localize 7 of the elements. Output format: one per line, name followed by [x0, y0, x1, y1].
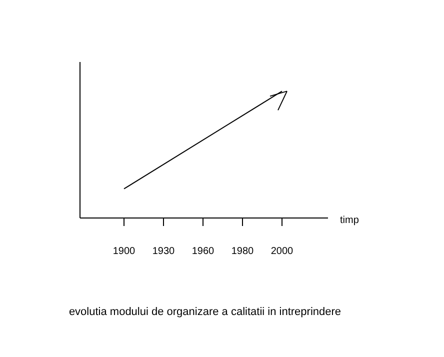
x-axis-title: timp	[340, 215, 359, 226]
x-tick-label: 1980	[231, 246, 254, 257]
x-tick-label: 1960	[192, 246, 215, 257]
x-tick-label: 2000	[270, 246, 294, 257]
text: evolutia modului de organizare a calitatii in intreprindere	[68, 306, 342, 318]
x-tick-label: 1930	[152, 246, 176, 257]
x-tick-label: 1900	[112, 246, 136, 257]
